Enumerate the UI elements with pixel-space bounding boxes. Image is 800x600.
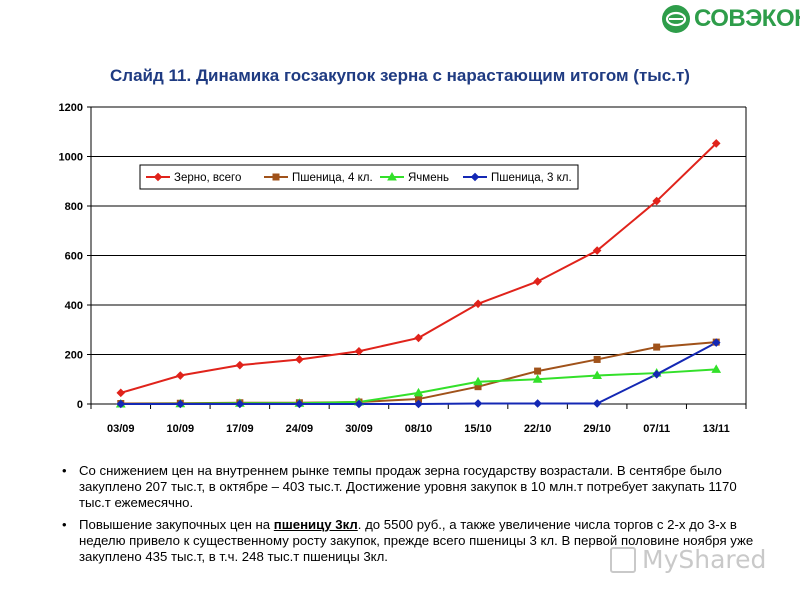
data-point (116, 388, 126, 398)
legend-label: Пшеница, 3 кл. (491, 172, 572, 184)
data-point (533, 277, 542, 286)
y-tick-label: 800 (65, 201, 83, 213)
bullet-list: • Со снижением цен на внутреннем рынке т… (62, 463, 762, 571)
data-point (354, 346, 364, 356)
data-point (592, 246, 602, 255)
legend-box (139, 164, 579, 190)
legend-label: Пшеница, 4 кл. (292, 172, 373, 184)
data-point (652, 196, 661, 206)
data-point (235, 360, 245, 370)
bullet-dot: • (62, 517, 67, 532)
x-tick-label: 08/10 (405, 423, 433, 435)
data-point (153, 172, 163, 182)
data-point (470, 172, 480, 182)
y-tick-label: 0 (77, 399, 83, 411)
y-tick-label: 200 (65, 350, 83, 362)
data-point (295, 355, 304, 364)
x-tick-label: 03/09 (107, 423, 135, 435)
x-tick-label: 07/11 (643, 423, 670, 435)
data-point (473, 399, 483, 408)
data-point (592, 370, 602, 380)
x-tick-label: 30/09 (345, 423, 373, 435)
brand-logo: СОВЭКОН (662, 4, 800, 34)
x-tick-label: 15/10 (464, 423, 492, 435)
bullet-text-before: Повышение закупочных цен на (79, 517, 274, 532)
x-tick-label: 17/09 (226, 423, 254, 435)
slide-title: Слайд 11. Динамика госзакупок зерна с на… (110, 66, 690, 85)
bullet-emphasis: пшеницу 3кл (273, 517, 358, 532)
watermark: MyShared (610, 545, 766, 574)
data-point (593, 355, 601, 363)
bullet-item: • Со снижением цен на внутреннем рынке т… (62, 463, 762, 511)
data-point (235, 399, 245, 409)
data-point (711, 364, 722, 373)
data-point (532, 374, 543, 383)
logo-text: СОВЭКОН (694, 5, 800, 32)
data-point (473, 376, 483, 386)
line-chart: 0 200 400 600 800 1000 1200 03/09 10/09 17/09 24/0… (59, 102, 747, 435)
watermark-text: MyShared (642, 545, 767, 574)
data-point (592, 399, 602, 408)
x-tick-label: 13/11 (703, 423, 730, 435)
data-point (413, 387, 424, 397)
data-point (414, 399, 423, 409)
data-point (533, 399, 542, 408)
data-point (414, 333, 423, 343)
legend-label: Ячмень (408, 172, 449, 184)
data-point (387, 171, 397, 181)
y-tick-label: 400 (65, 300, 83, 312)
data-point (176, 399, 185, 409)
data-point (652, 369, 661, 379)
data-point (176, 371, 185, 380)
x-tick-label: 29/10 (583, 423, 611, 435)
data-point (295, 399, 304, 409)
data-point (534, 367, 542, 375)
data-point (473, 299, 483, 309)
y-tick-label: 1200 (59, 102, 83, 114)
x-tick-label: 10/09 (167, 423, 195, 435)
y-tick-label: 1000 (59, 152, 83, 164)
data-point (653, 343, 661, 351)
y-tick-label: 600 (65, 251, 83, 263)
data-point (354, 399, 364, 409)
bullet-text-after: . до 5500 руб., а также увеличение числа… (79, 517, 754, 564)
legend-label: Зерно, всего (174, 172, 241, 184)
x-tick-label: 24/09 (286, 423, 314, 435)
bullet-item: • Повышение закупочных цен на пшеницу 3к… (62, 517, 762, 565)
data-point (711, 338, 721, 347)
data-point (711, 139, 721, 148)
presentation-icon (610, 546, 636, 573)
data-point (116, 399, 126, 409)
sovecon-logo-icon (662, 5, 690, 33)
x-tick-label: 22/10 (524, 423, 552, 435)
bullet-text: Со снижением цен на внутреннем рынке тем… (79, 463, 737, 510)
bullet-dot: • (62, 463, 67, 478)
data-point (272, 173, 280, 181)
